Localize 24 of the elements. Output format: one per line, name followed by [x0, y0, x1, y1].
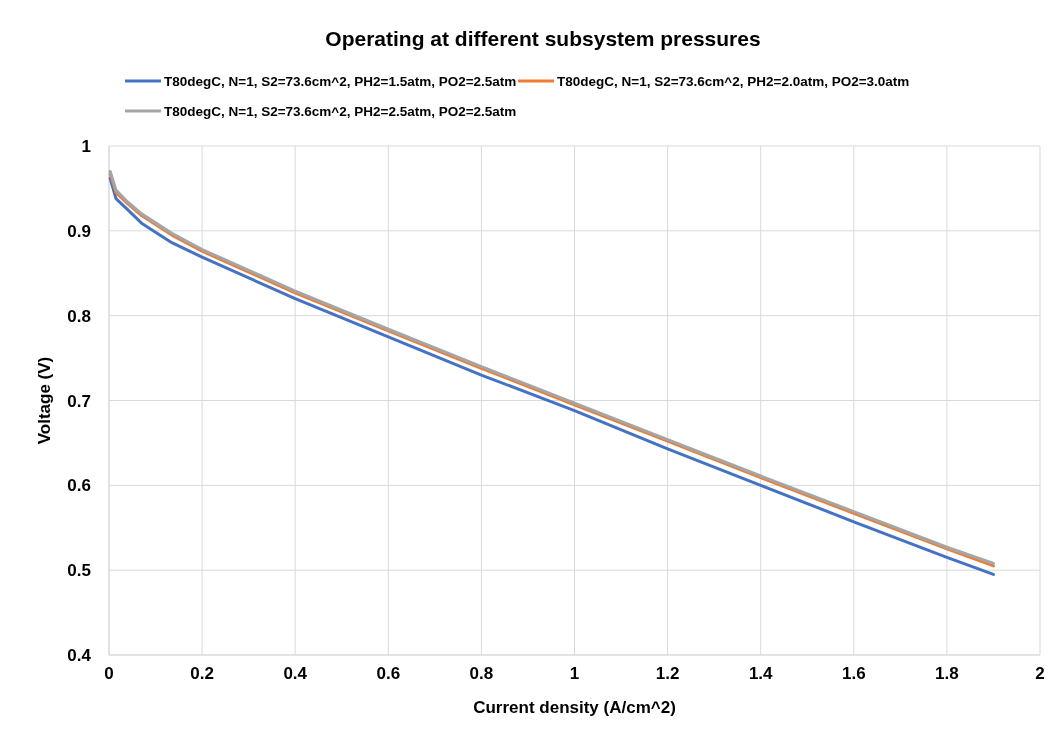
y-tick-label: 0.8: [67, 306, 91, 326]
x-tick-label: 0.8: [469, 664, 494, 683]
x-tick-label: 0.6: [376, 664, 401, 683]
x-tick-label: 1.8: [935, 664, 959, 683]
x-axis-title: Current density (A/cm^2): [473, 698, 676, 717]
y-tick-label: 0.9: [67, 221, 91, 241]
y-tick-label: 0.4: [67, 646, 92, 665]
x-tick-label: 0.2: [190, 664, 214, 683]
y-tick-label: 0.5: [67, 561, 91, 581]
y-axis-title: Voltage (V): [35, 356, 54, 445]
y-tick-label: 0.6: [67, 476, 91, 496]
y-tick-label: 0.7: [67, 391, 91, 411]
legend-label: T80degC, N=1, S2=73.6cm^2, PH2=2.5atm, PO2=2.5atm: [164, 104, 517, 119]
x-tick-label: 1.6: [841, 664, 866, 683]
x-tick-label: 0: [104, 664, 114, 683]
x-tick-label: 1.2: [655, 664, 680, 683]
legend-label: T80degC, N=1, S2=73.6cm^2, PH2=1.5atm, PO2=2.5atm: [164, 74, 517, 89]
y-tick-label: 1: [81, 137, 91, 156]
legend-label: T80degC, N=1, S2=73.6cm^2, PH2=2.0atm, PO2=3.0atm: [557, 74, 910, 89]
x-tick-label: 0.4: [283, 664, 308, 683]
x-tick-label: 2: [1035, 664, 1045, 683]
chart-title: Operating at different subsystem pressures: [325, 27, 761, 50]
x-tick-label: 1: [569, 664, 580, 683]
x-tick-label: 1.4: [748, 664, 774, 683]
